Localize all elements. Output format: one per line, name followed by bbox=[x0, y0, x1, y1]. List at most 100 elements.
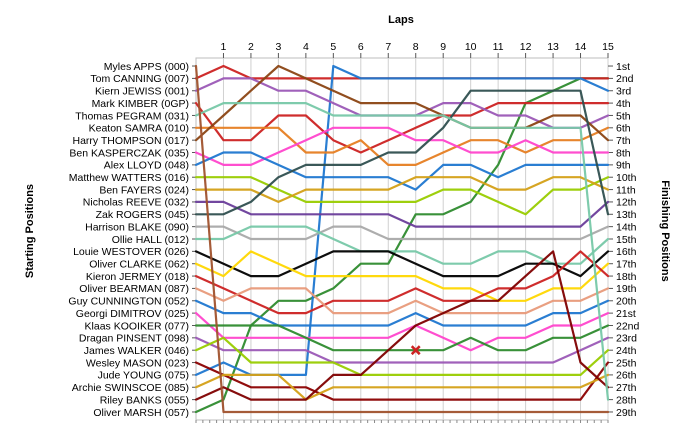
starting-position-labels: Myles APPS (000)Tom CANNING (007)Kiern J… bbox=[68, 61, 196, 419]
x-tick-label: 1 bbox=[221, 41, 227, 53]
series-line-17 bbox=[194, 250, 610, 302]
x-tick-label: 12 bbox=[520, 41, 532, 53]
x-tick-label: 2 bbox=[248, 41, 254, 53]
x-tick-label: 14 bbox=[575, 41, 587, 53]
series-line-18 bbox=[194, 250, 610, 315]
starting-driver-label: Ben KASPERCZAK (035) bbox=[69, 147, 189, 159]
series-line-15 bbox=[194, 225, 610, 265]
starting-driver-label: Thomas PEGRAM (031) bbox=[75, 110, 189, 122]
starting-driver-label: Harry THOMPSON (017) bbox=[73, 135, 190, 147]
starting-driver-label: Ben FAYERS (024) bbox=[99, 184, 189, 196]
x-tick-label: 6 bbox=[358, 41, 364, 53]
x-tick-label: 10 bbox=[465, 41, 477, 53]
series-line-10 bbox=[194, 176, 610, 216]
series-line-27 bbox=[194, 250, 610, 401]
x-axis-ticks: 1 2 3 4 5 6 7 8 9 10 11 12 13 14 15 bbox=[195, 41, 614, 423]
starting-driver-label: Kiern JEWISS (001) bbox=[95, 86, 189, 98]
finishing-position-label: 14th bbox=[616, 221, 637, 233]
finishing-position-label: 12th bbox=[616, 197, 637, 209]
finishing-position-label: 22nd bbox=[616, 320, 640, 332]
finishing-position-label: 2nd bbox=[616, 73, 634, 85]
series-line-21 bbox=[194, 312, 610, 352]
x-tick-label: 7 bbox=[385, 41, 391, 53]
right-axis-title: Finishing Positions bbox=[659, 180, 671, 281]
x-tick-label: 13 bbox=[547, 41, 559, 53]
x-tick-label: 5 bbox=[330, 41, 336, 53]
series-line-29 bbox=[194, 64, 610, 414]
starting-driver-label: Guy CUNNINGTON (052) bbox=[68, 296, 189, 308]
finishing-position-label: 1st bbox=[616, 61, 630, 73]
finishing-position-label: 13th bbox=[616, 209, 637, 221]
finishing-position-label: 17th bbox=[616, 259, 637, 271]
markers bbox=[410, 345, 421, 356]
finishing-position-label: 21st bbox=[616, 308, 636, 320]
starting-driver-label: Klaas KOOIKER (077) bbox=[85, 320, 189, 332]
series-line-26 bbox=[194, 373, 610, 401]
starting-driver-label: Archie SWINSCOE (085) bbox=[72, 382, 189, 394]
series-lines bbox=[194, 64, 610, 414]
starting-driver-label: Oliver BEARMAN (087) bbox=[79, 283, 189, 295]
starting-driver-label: Tom CANNING (007) bbox=[90, 73, 189, 85]
finishing-position-label: 23rd bbox=[616, 333, 637, 345]
x-tick-label: 8 bbox=[413, 41, 419, 53]
x-axis-title: Laps bbox=[388, 14, 414, 26]
starting-driver-label: Harrison BLAKE (090) bbox=[85, 221, 189, 233]
finishing-position-label: 11th bbox=[616, 184, 636, 196]
series-line-25 bbox=[194, 361, 610, 401]
finishing-position-label: 9th bbox=[616, 160, 631, 172]
x-tick-label: 4 bbox=[303, 41, 309, 53]
series-line-22 bbox=[194, 324, 610, 352]
finishing-position-label: 20th bbox=[616, 296, 637, 308]
series-line-20 bbox=[194, 299, 610, 327]
finishing-position-label: 18th bbox=[616, 271, 637, 283]
starting-driver-label: Oliver CLARKE (062) bbox=[89, 259, 189, 271]
x-tick-label: 9 bbox=[440, 41, 446, 53]
finishing-position-label: 27th bbox=[616, 382, 637, 394]
starting-driver-label: Matthew WATTERS (016) bbox=[69, 172, 189, 184]
series-line-28 bbox=[194, 101, 610, 401]
finishing-position-label: 28th bbox=[616, 394, 637, 406]
x-tick-label: 11 bbox=[493, 41, 504, 53]
left-axis-title: Starting Positions bbox=[24, 184, 36, 278]
starting-driver-label: Myles APPS (000) bbox=[104, 61, 189, 73]
starting-driver-label: Wesley MASON (023) bbox=[86, 357, 189, 369]
series-line-11 bbox=[194, 176, 610, 203]
finishing-position-label: 5th bbox=[616, 110, 631, 122]
finishing-position-label: 15th bbox=[616, 234, 637, 246]
starting-driver-label: Kieron JERMEY (018) bbox=[86, 271, 189, 283]
starting-driver-label: Ollie HALL (012) bbox=[112, 234, 189, 246]
series-line-12 bbox=[194, 200, 610, 228]
starting-driver-label: Dragan PINSENT (098) bbox=[79, 333, 189, 345]
starting-driver-label: Keaton SAMRA (010) bbox=[89, 123, 189, 135]
series-line-7 bbox=[194, 64, 610, 142]
x-tick-label: 3 bbox=[275, 41, 281, 53]
starting-driver-label: Nicholas REEVE (032) bbox=[83, 197, 189, 209]
finishing-position-label: 3rd bbox=[616, 86, 631, 98]
starting-driver-label: Georgi DIMITROV (025) bbox=[76, 308, 189, 320]
starting-driver-label: Mark KIMBER (0GP) bbox=[92, 98, 189, 110]
series-line-23 bbox=[194, 336, 610, 364]
finishing-position-label: 8th bbox=[616, 147, 631, 159]
series-line-19 bbox=[194, 287, 610, 315]
series-line-24 bbox=[194, 336, 610, 376]
starting-driver-label: Alex LLOYD (048) bbox=[104, 160, 189, 172]
x-tick-label: 15 bbox=[602, 41, 614, 53]
starting-driver-label: Riley BANKS (055) bbox=[100, 394, 189, 406]
finishing-position-label: 29th bbox=[616, 407, 637, 419]
starting-driver-label: Zak ROGERS (045) bbox=[96, 209, 189, 221]
marker-stroke bbox=[410, 345, 421, 356]
finishing-position-label: 19th bbox=[616, 283, 637, 295]
series-line-14 bbox=[194, 225, 610, 241]
finishing-position-label: 25th bbox=[616, 357, 637, 369]
starting-driver-label: Oliver MARSH (057) bbox=[93, 407, 189, 419]
starting-driver-label: James WALKER (046) bbox=[84, 345, 189, 357]
finishing-position-label: 24th bbox=[616, 345, 637, 357]
finishing-position-label: 7th bbox=[616, 135, 631, 147]
series-line-13 bbox=[194, 89, 610, 216]
finishing-position-labels: 1st2nd3rd4th5th6th7th8th9th10th11th12th1… bbox=[608, 61, 640, 419]
finishing-position-label: 6th bbox=[616, 123, 631, 135]
finishing-position-label: 4th bbox=[616, 98, 631, 110]
starting-driver-label: Louie WESTOVER (026) bbox=[73, 246, 189, 258]
finishing-position-label: 10th bbox=[616, 172, 637, 184]
